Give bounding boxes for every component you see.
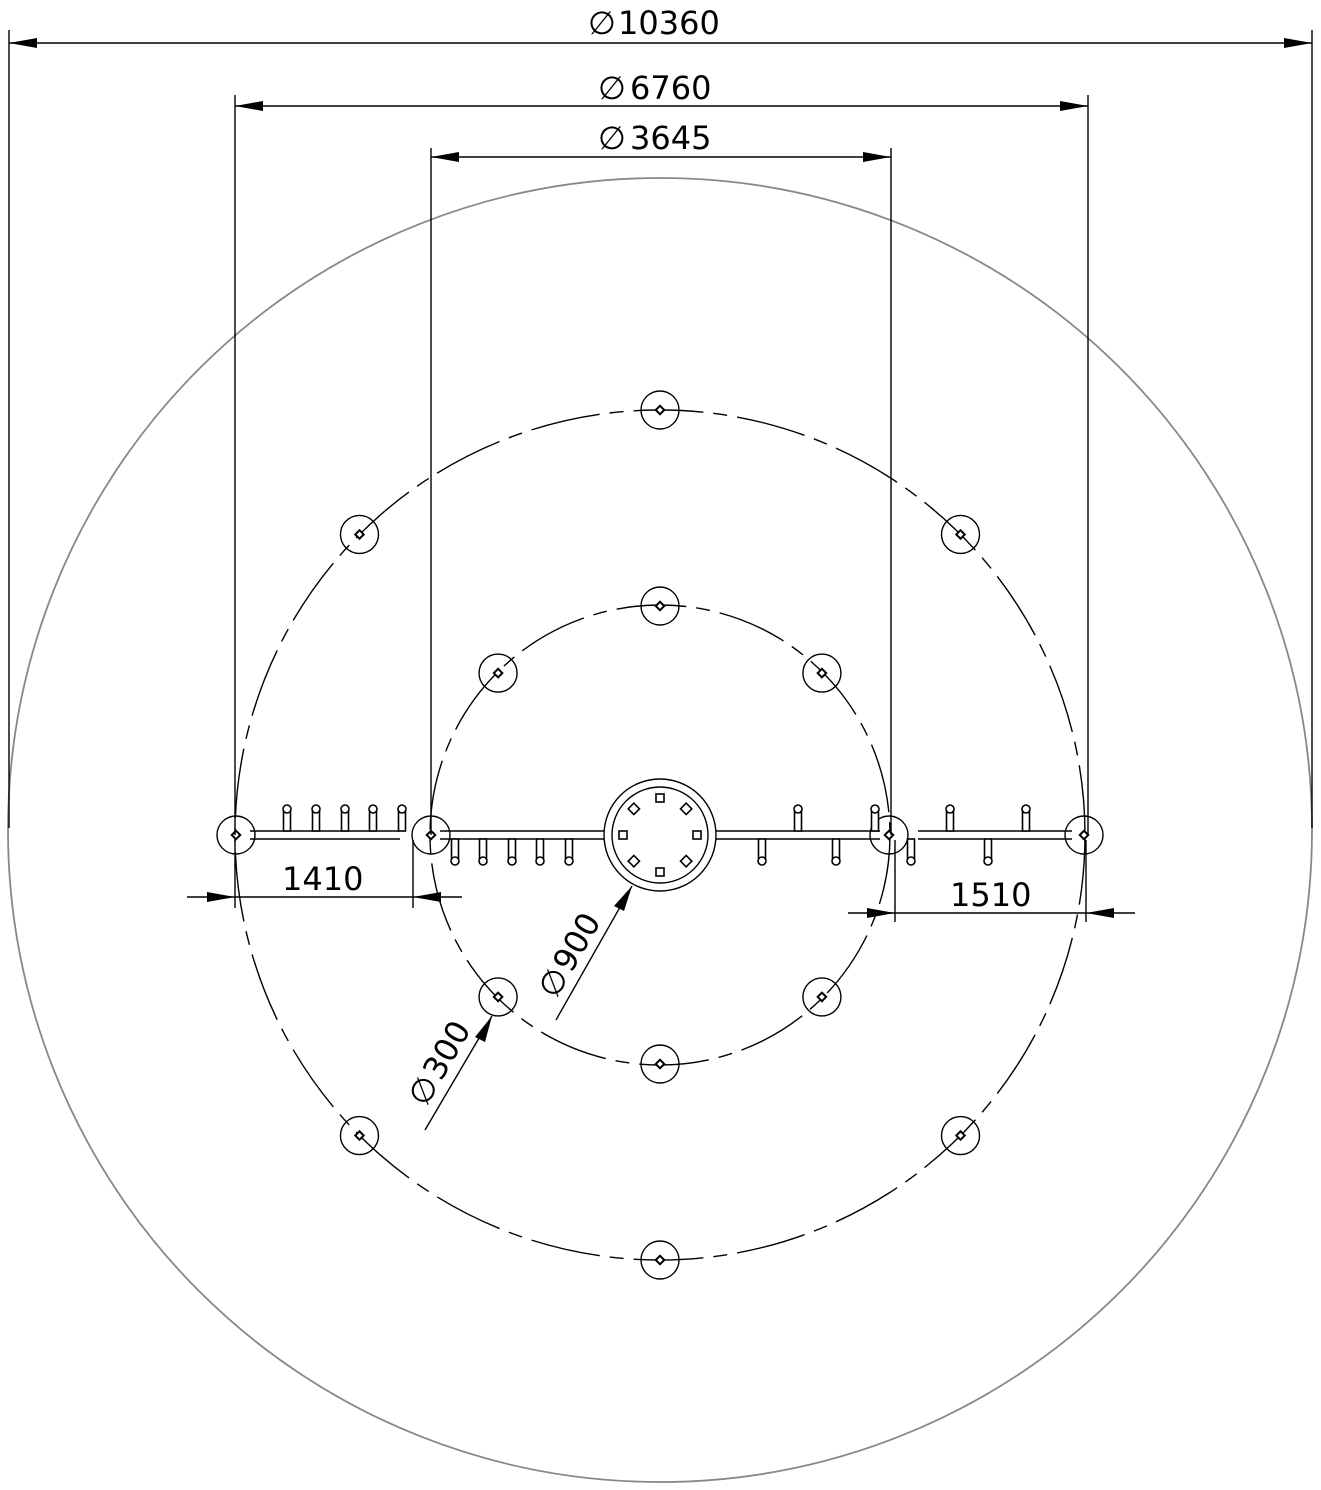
pipe-nozzle — [983, 838, 993, 866]
extension-lines — [8, 30, 1313, 922]
inner-ring-nozzle — [802, 977, 842, 1017]
pipe-nozzle — [311, 804, 321, 832]
leader-center-diameter: ∅ 900 — [530, 885, 633, 1021]
hub-slot — [679, 854, 693, 868]
pipe-nozzle — [507, 838, 517, 866]
hub-slots — [618, 793, 702, 877]
inner-diameter-symbol: ∅ — [598, 119, 626, 157]
mid-diameter-symbol: ∅ — [598, 69, 626, 107]
pipe-nozzle — [535, 838, 545, 866]
pipe-nozzle — [831, 838, 841, 866]
leader-nozzle-diameter: ∅ 300 — [400, 1014, 493, 1131]
outer-ring-nozzle — [1064, 815, 1104, 855]
left-spacing-value: 1410 — [282, 860, 363, 898]
pipe-nozzle — [564, 838, 574, 866]
dimension-left-spacing: 1410 — [187, 860, 462, 902]
pipe-nozzle — [1021, 804, 1031, 832]
outer-ring-nozzle — [339, 1115, 380, 1156]
pipe-manifold — [250, 830, 1072, 840]
outer-ring-nozzle — [940, 514, 981, 555]
pipe-nozzle — [282, 804, 292, 832]
pipe-nozzle — [757, 838, 767, 866]
right-spacing-value: 1510 — [950, 876, 1031, 914]
hub-slot — [692, 830, 702, 840]
hub-slot — [618, 830, 628, 840]
pipe-nozzle — [793, 804, 803, 832]
outer-ring-nozzle — [216, 815, 256, 855]
pipe-nozzle — [368, 804, 378, 832]
inner-diameter-value: 3645 — [630, 119, 711, 157]
dimension-mid-diameter: ∅ 6760 — [235, 69, 1088, 111]
inner-ring-nozzle — [640, 586, 680, 626]
pipe-nozzle — [906, 838, 916, 866]
ring-nozzles — [216, 390, 1104, 1280]
pipe-nozzle — [945, 804, 955, 832]
inner-ring-nozzle — [869, 815, 909, 855]
pipe-nozzle — [340, 804, 350, 832]
outer-ring-nozzle — [640, 1240, 680, 1280]
dimension-outer-diameter: ∅ 10360 — [9, 4, 1312, 48]
pipe-nozzle — [450, 838, 460, 866]
outer-ring-dashed — [234, 409, 1086, 1261]
outer-diameter-value: 10360 — [618, 4, 720, 42]
pipe-nozzle — [397, 804, 407, 832]
outer-ring-nozzle — [940, 1115, 981, 1156]
hub-slot — [679, 802, 693, 816]
dimension-right-spacing: 1510 — [848, 876, 1135, 918]
outer-diameter-symbol: ∅ — [588, 4, 616, 42]
hub-slot — [655, 867, 665, 877]
outer-ring-nozzle — [640, 390, 680, 430]
hub-slot — [627, 802, 641, 816]
inner-ring-nozzle — [640, 1044, 680, 1084]
dimension-inner-diameter: ∅ 3645 — [431, 119, 891, 162]
central-hub — [603, 778, 717, 892]
hub-slot — [627, 854, 641, 868]
outer-ring-nozzle — [339, 514, 380, 555]
hub-slot — [655, 793, 665, 803]
inner-ring-nozzle — [478, 977, 518, 1017]
inner-ring-nozzle — [802, 653, 842, 693]
pipe-nozzle — [870, 804, 880, 832]
inner-ring-nozzle — [478, 653, 518, 693]
pipe-nozzle — [478, 838, 488, 866]
pipe-nozzles — [282, 804, 1031, 866]
mid-diameter-value: 6760 — [630, 69, 711, 107]
outer-boundary-circle — [7, 177, 1313, 1483]
